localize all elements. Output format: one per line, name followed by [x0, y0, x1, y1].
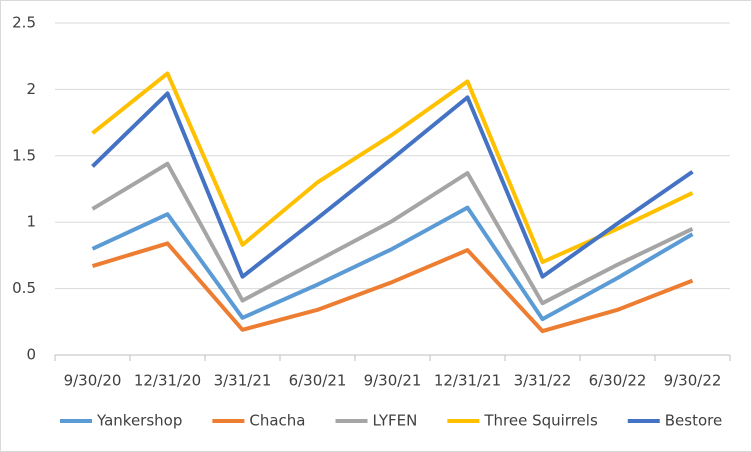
series-line	[91, 205, 694, 322]
y-tick-label: 1	[26, 213, 36, 231]
x-tick-label: 12/31/21	[434, 372, 501, 390]
series-line	[91, 161, 694, 306]
y-tick-label: 0	[26, 346, 36, 364]
x-tick-label: 3/31/21	[214, 372, 272, 390]
legend-label: Chacha	[249, 412, 305, 430]
y-tick-label: 1.5	[12, 146, 36, 164]
x-tick-label: 6/30/22	[589, 372, 647, 390]
series-line	[91, 91, 694, 279]
x-tick-label: 9/30/21	[364, 372, 422, 390]
x-tick-label: 3/31/22	[514, 372, 572, 390]
x-tick-label: 9/30/20	[64, 372, 122, 390]
legend-label: LYFEN	[373, 412, 418, 430]
y-tick-label: 2.5	[12, 14, 36, 32]
legend-label: Bestore	[665, 412, 722, 430]
series-line	[91, 241, 694, 334]
y-tick-label: 0.5	[12, 279, 36, 297]
legend-label: Three Squirrels	[483, 412, 598, 430]
x-tick-label: 9/30/22	[664, 372, 722, 390]
x-tick-label: 6/30/21	[289, 372, 347, 390]
y-tick-label: 2	[26, 80, 36, 98]
legend-label: Yankershop	[96, 412, 182, 430]
x-tick-label: 12/31/20	[134, 372, 201, 390]
